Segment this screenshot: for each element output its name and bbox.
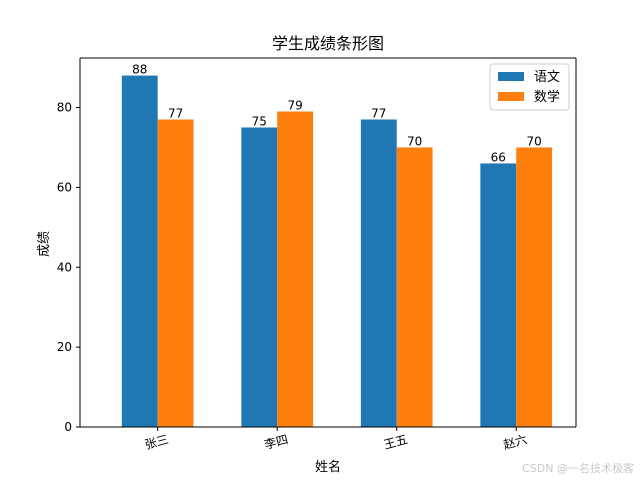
legend-swatch-数学 bbox=[498, 92, 524, 101]
watermark-text: CSDN @一名技术极客 bbox=[522, 461, 634, 475]
data-label-王五-数学: 70 bbox=[407, 134, 422, 148]
bar-王五-数学 bbox=[396, 147, 433, 428]
legend-label-数学: 数学 bbox=[534, 89, 560, 105]
data-label-李四-数学: 79 bbox=[287, 99, 302, 113]
bar-王五-语文 bbox=[360, 119, 397, 427]
legend-label-语文: 语文 bbox=[534, 70, 560, 85]
y-tick-label: 40 bbox=[57, 260, 72, 274]
y-tick-label: 0 bbox=[64, 420, 72, 434]
y-tick-label: 80 bbox=[57, 101, 72, 115]
chart-title: 学生成绩条形图 bbox=[272, 34, 384, 53]
x-axis-label: 姓名 bbox=[315, 459, 341, 475]
bar-赵六-语文 bbox=[480, 163, 517, 427]
x-tick-label: 赵六 bbox=[502, 432, 529, 452]
x-tick-label: 李四 bbox=[263, 431, 290, 452]
x-tick-label: 张三 bbox=[143, 432, 170, 452]
y-tick-label: 60 bbox=[57, 180, 72, 194]
data-label-赵六-语文: 66 bbox=[491, 150, 506, 164]
x-tick-label: 王五 bbox=[382, 432, 409, 452]
y-tick-label: 20 bbox=[57, 340, 72, 354]
bar-赵六-数学 bbox=[516, 147, 553, 428]
bar-李四-语文 bbox=[241, 127, 278, 428]
y-axis-label: 成绩 bbox=[37, 231, 52, 257]
data-label-张三-语文: 88 bbox=[132, 63, 147, 77]
data-label-王五-语文: 77 bbox=[371, 107, 386, 121]
bar-张三-语文 bbox=[121, 75, 158, 428]
bar-张三-数学 bbox=[157, 119, 194, 427]
legend-swatch-语文 bbox=[498, 72, 524, 81]
data-label-赵六-数学: 70 bbox=[527, 134, 542, 148]
data-label-李四-语文: 75 bbox=[252, 114, 267, 128]
data-label-张三-数学: 77 bbox=[168, 107, 183, 121]
bar-李四-数学 bbox=[277, 111, 314, 427]
plot-area: 88 75 77 66 77 79 70 70 0 20 40 60 80 张三 李四 王五 赵六 bbox=[57, 57, 577, 452]
